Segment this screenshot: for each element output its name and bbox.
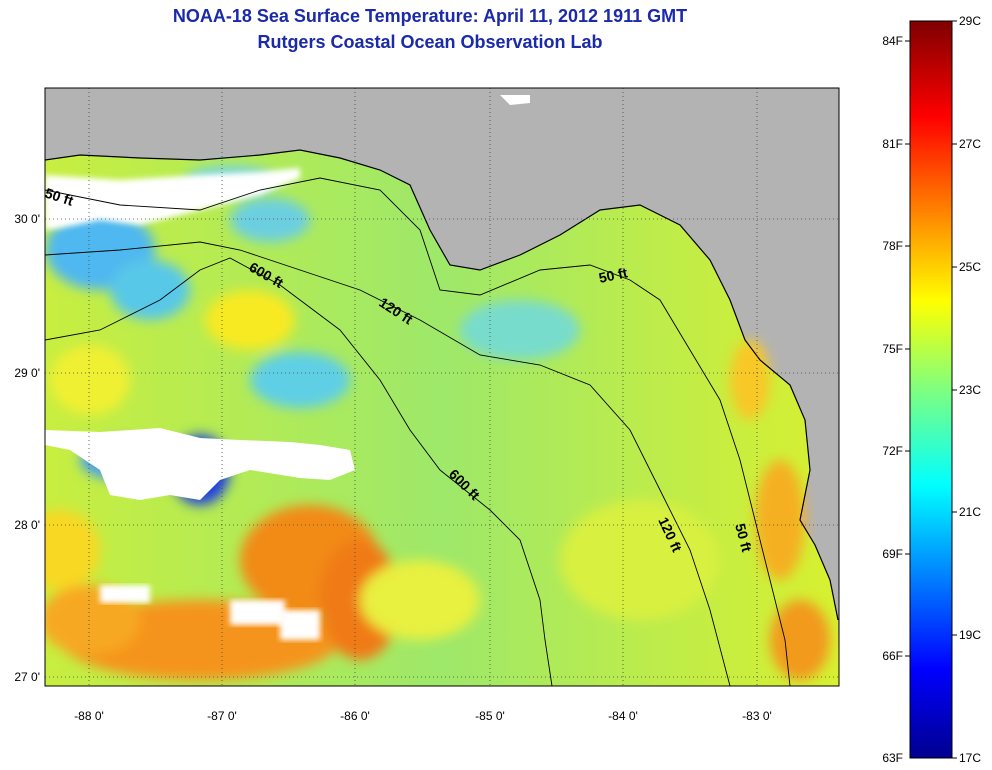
contour-label-50ft-east: 50 ft: [597, 264, 629, 286]
colorbar-f-label: 84F: [882, 34, 903, 48]
map-title: NOAA-18 Sea Surface Temperature: April 1…: [172, 6, 688, 26]
colorbar-c-label: 23C: [959, 383, 981, 397]
colorbar-c-label: 17C: [959, 751, 981, 765]
colorbar-f-label: 69F: [882, 547, 903, 561]
colorbar-c-label: 25C: [959, 260, 981, 274]
lon-axis: -88 0' -87 0' -86 0' -85 0' -84 0' -83 0…: [74, 709, 772, 723]
lat-tick-label: 29 0': [14, 366, 40, 380]
lon-tick-label: -88 0': [74, 709, 104, 723]
contour-50ft: [45, 177, 791, 686]
lat-axis: 30 0' 29 0' 28 0' 27 0': [14, 212, 40, 684]
colorbar-c-label: 27C: [959, 137, 981, 151]
colorbar-f-label: 66F: [882, 649, 903, 663]
coastline: [45, 149, 839, 621]
lon-tick-label: -83 0': [742, 709, 772, 723]
colorbar-c-label: 21C: [959, 505, 981, 519]
colorbar-f-label: 63F: [882, 751, 903, 765]
map-subtitle: Rutgers Coastal Ocean Observation Lab: [257, 32, 603, 52]
colorbar: 84F 81F 78F 75F 72F 69F 66F 63F 29C 27C …: [882, 14, 981, 765]
colorbar-c-label: 19C: [959, 628, 981, 642]
contour-600ft: [45, 257, 553, 686]
colorbar-c-label: 29C: [959, 14, 981, 28]
lat-tick-label: 28 0': [14, 518, 40, 532]
map-frame: [44, 87, 840, 687]
lon-tick-label: -84 0': [608, 709, 638, 723]
colorbar-f-label: 75F: [882, 342, 903, 356]
contour-label-50ft-south: 50 ft: [732, 522, 755, 554]
colorbar-f-label: 78F: [882, 239, 903, 253]
lat-tick-label: 27 0': [14, 670, 40, 684]
lon-tick-label: -87 0': [207, 709, 237, 723]
cloud-mask: [45, 95, 530, 640]
lat-tick-label: 30 0': [14, 212, 40, 226]
colorbar-f-label: 81F: [882, 137, 903, 151]
graticule: [45, 88, 839, 686]
map-area: [45, 88, 839, 686]
colorbar-gradient: [909, 20, 953, 759]
lon-tick-label: -86 0': [340, 709, 370, 723]
colorbar-f-label: 72F: [882, 444, 903, 458]
contour-120ft: [45, 241, 731, 686]
lon-tick-label: -85 0': [475, 709, 505, 723]
